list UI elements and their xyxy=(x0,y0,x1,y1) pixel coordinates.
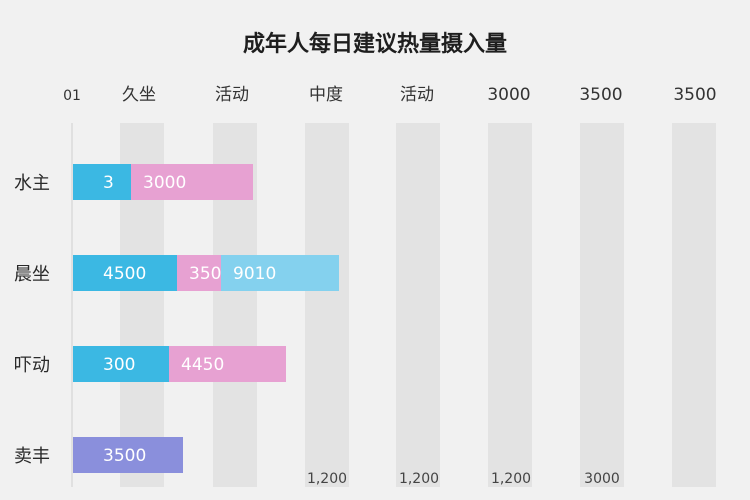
bar-3-segment-1-label: 300 xyxy=(103,355,135,375)
bar-2-segment-2 xyxy=(177,255,221,291)
top-label-2: 久坐 xyxy=(122,85,156,105)
bar-2-segment-3-label: 9010 xyxy=(233,264,276,284)
category-label-3: 吓动 xyxy=(14,355,50,376)
grid-column-7 xyxy=(672,123,716,487)
bar-1-segment-2-label: 3000 xyxy=(143,173,186,193)
top-label-3: 活动 xyxy=(215,85,249,105)
bottom-label-3: 1,200 xyxy=(491,471,531,487)
bar-3-segment-2-label: 4450 xyxy=(181,355,224,375)
bar-3-segment-2 xyxy=(169,346,286,382)
bottom-label-4: 3000 xyxy=(584,471,620,487)
bar-2-segment-1-label: 4500 xyxy=(103,264,146,284)
bottom-label-1: 1,200 xyxy=(307,471,347,487)
bar-1-segment-1-label: 3 xyxy=(103,173,114,193)
top-label-7: 3500 xyxy=(579,85,622,105)
bottom-label-2: 1,200 xyxy=(399,471,439,487)
top-label-1: 01 xyxy=(63,88,81,104)
grid-column-4 xyxy=(396,123,440,487)
bar-1-segment-2 xyxy=(131,164,253,200)
bar-1-segment-1 xyxy=(73,164,131,200)
top-label-8: 3500 xyxy=(673,85,716,105)
bar-2-segment-1 xyxy=(73,255,177,291)
top-label-4: 中度 xyxy=(309,85,343,105)
bar-2-segment-3 xyxy=(221,255,339,291)
grid-column-3 xyxy=(305,123,349,487)
category-label-1: 水主 xyxy=(14,173,50,194)
category-label-2: 晨坐 xyxy=(14,264,50,285)
bar-4-segment-1-label: 3500 xyxy=(103,446,146,466)
bar-4-segment-1 xyxy=(73,437,183,473)
top-label-5: 活动 xyxy=(400,85,434,105)
bar-2-segment-2-label: 350 xyxy=(189,264,221,284)
bar-3-segment-1 xyxy=(73,346,169,382)
category-label-4: 卖丰 xyxy=(14,446,50,467)
top-label-6: 3000 xyxy=(487,85,530,105)
grid-column-5 xyxy=(488,123,532,487)
grid-column-6 xyxy=(580,123,624,487)
chart-title: 成年人每日建议热量摄入量 xyxy=(242,32,507,57)
